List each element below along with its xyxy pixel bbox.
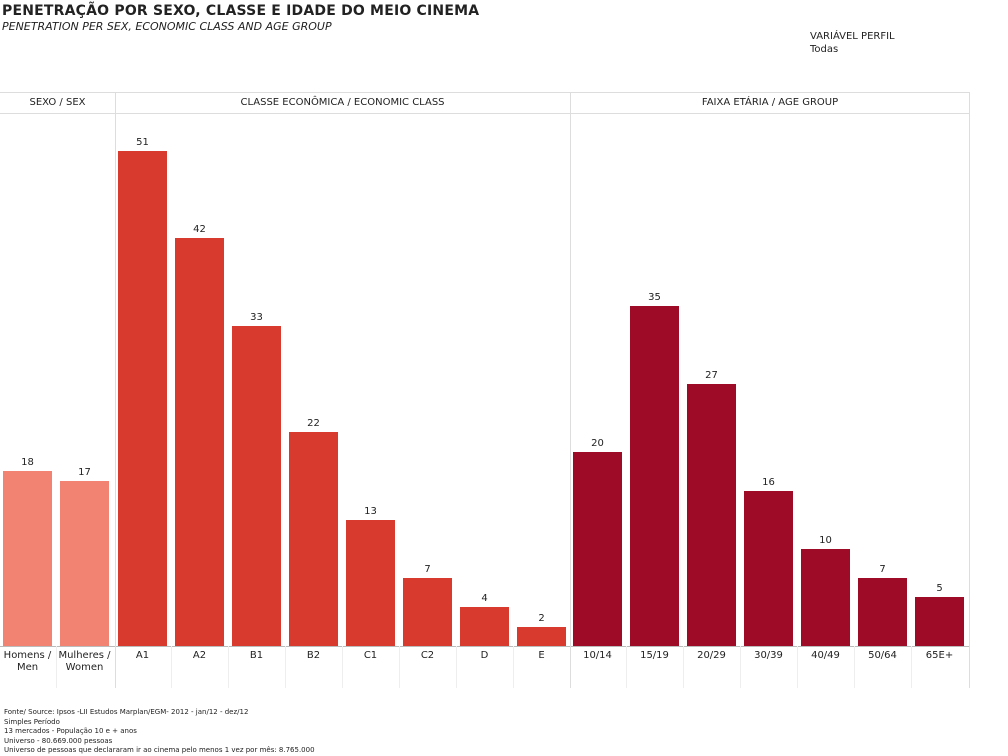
value-label: 7 [879,564,886,576]
value-label: 42 [193,224,206,236]
category-label: A1 [135,650,150,661]
bar [915,597,964,646]
category-label: C1 [363,650,378,661]
category-label: E [538,650,545,661]
value-label: 33 [250,311,263,323]
panel-border [0,92,970,93]
bar [118,151,167,646]
bar [460,607,509,646]
bar [744,490,793,646]
value-label: 5 [936,583,943,595]
bar [3,471,52,646]
footnote: Simples Período [4,717,60,726]
value-label: 2 [538,612,545,624]
category-divider [797,646,798,688]
category-label: 50/64 [868,650,897,661]
panel-border [969,92,970,688]
category-label: 20/29 [697,650,726,661]
panel-divider [115,92,116,688]
title: PENETRAÇÃO POR SEXO, CLASSE E IDADE DO M… [2,3,480,19]
panel-border [0,113,970,114]
category-label: C2 [420,650,435,661]
panel-title: FAIXA ETÁRIA / AGE GROUP [701,97,839,108]
filter-label: VARIÁVEL PERFIL [810,31,895,42]
category-divider [228,646,229,688]
value-label: 20 [591,437,604,449]
category-divider [342,646,343,688]
category-label: B2 [306,650,321,661]
panel-title: CLASSE ECONÔMICA / ECONOMIC CLASS [240,97,445,108]
value-label: 35 [648,292,661,304]
category-label: 15/19 [640,650,669,661]
category-divider [56,646,57,688]
value-label: 4 [481,593,488,605]
bar [687,383,736,646]
bar [573,451,622,646]
category-divider [513,646,514,688]
category-label: Homens / Men [3,650,52,673]
footnotes: Fonte/ Source: Ipsos -LII Estudos Marpla… [4,708,315,756]
footnote: 13 mercados - População 10 e + anos [4,727,137,735]
value-label: 7 [424,564,431,576]
category-divider [399,646,400,688]
category-divider [911,646,912,688]
category-divider [285,646,286,688]
panel-title: SEXO / SEX [29,97,86,108]
value-label: 51 [136,137,149,148]
bar [403,578,452,646]
category-divider [683,646,684,688]
bar [60,481,109,646]
category-label: B1 [249,650,264,661]
category-label: 10/14 [583,650,612,661]
footnote: Universo - 80.669.000 pessoas [4,736,113,745]
value-label: 10 [819,534,832,546]
value-label: 13 [364,505,377,517]
bar [289,432,338,646]
category-label: 40/49 [811,650,840,661]
category-label: 65E+ [925,650,954,661]
bar [517,626,566,646]
value-label: 16 [762,476,775,488]
footnote: Fonte/ Source: Ipsos -LII Estudos Marpla… [4,708,249,716]
bar [630,306,679,646]
bar [858,578,907,646]
footnote: Universo de pessoas que declararam ir ao… [4,746,315,754]
bar [175,238,224,646]
baseline [0,646,970,647]
category-divider [171,646,172,688]
bar [232,325,281,646]
bar [346,519,395,646]
bar [801,548,850,646]
filter-value: Todas [810,44,839,55]
subtitle: PENETRATION PER SEX, ECONOMIC CLASS AND … [2,20,332,33]
category-label: 30/39 [754,650,783,661]
category-label: Mulheres / Women [58,650,111,673]
value-label: 22 [307,418,320,430]
category-label: D [480,650,489,661]
category-divider [740,646,741,688]
value-label: 27 [705,369,718,381]
value-label: 17 [78,467,91,478]
category-label: A2 [192,650,207,661]
category-divider [854,646,855,688]
category-divider [456,646,457,688]
panel-divider [570,92,571,688]
value-label: 18 [21,457,34,469]
category-divider [626,646,627,688]
